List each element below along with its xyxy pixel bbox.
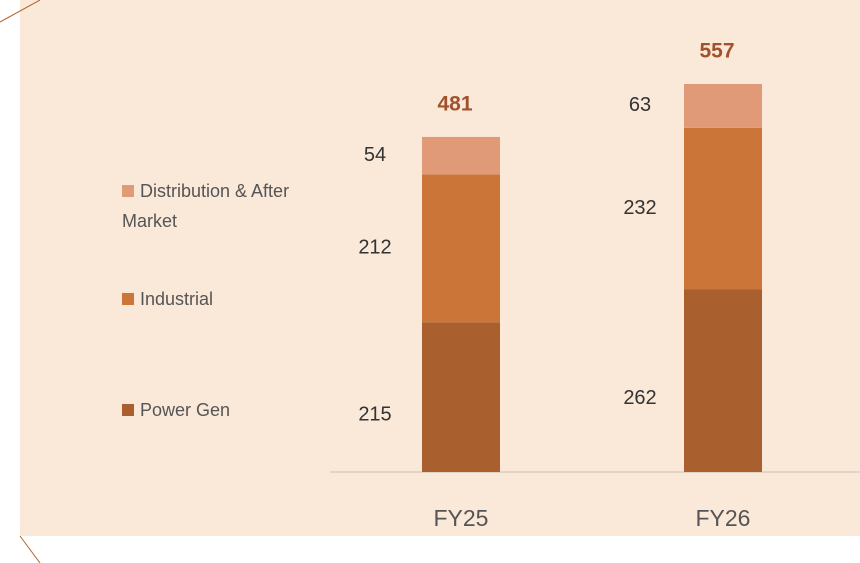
bar-segment	[422, 322, 500, 472]
bar-segment	[684, 289, 762, 472]
legend-label: Industrial	[140, 289, 214, 309]
total-label: 481	[437, 92, 472, 115]
legend-swatch	[122, 293, 134, 305]
value-label: 54	[364, 144, 386, 166]
x-tick-label: FY26	[696, 505, 751, 531]
legend-item: Power Gen	[122, 395, 342, 425]
legend-label: Power Gen	[140, 400, 231, 420]
x-tick-label: FY25	[434, 505, 489, 531]
legend-item: Industrial	[122, 284, 342, 314]
bar-segment	[422, 174, 500, 323]
bar-segment	[684, 84, 762, 128]
decor-line	[0, 0, 41, 23]
value-label: 232	[623, 197, 656, 219]
total-label: 557	[699, 40, 734, 63]
legend-label: Distribution & After Market	[122, 181, 290, 231]
legend-item: Distribution & After Market	[122, 176, 342, 236]
legend-swatch	[122, 185, 134, 197]
value-label: 215	[358, 403, 391, 425]
value-label: 212	[358, 237, 391, 259]
bar-segment	[684, 127, 762, 290]
value-label: 262	[623, 387, 656, 409]
value-label: 63	[629, 94, 651, 116]
decor-line	[19, 535, 41, 563]
bar-segment	[422, 136, 500, 175]
legend-swatch	[122, 404, 134, 416]
